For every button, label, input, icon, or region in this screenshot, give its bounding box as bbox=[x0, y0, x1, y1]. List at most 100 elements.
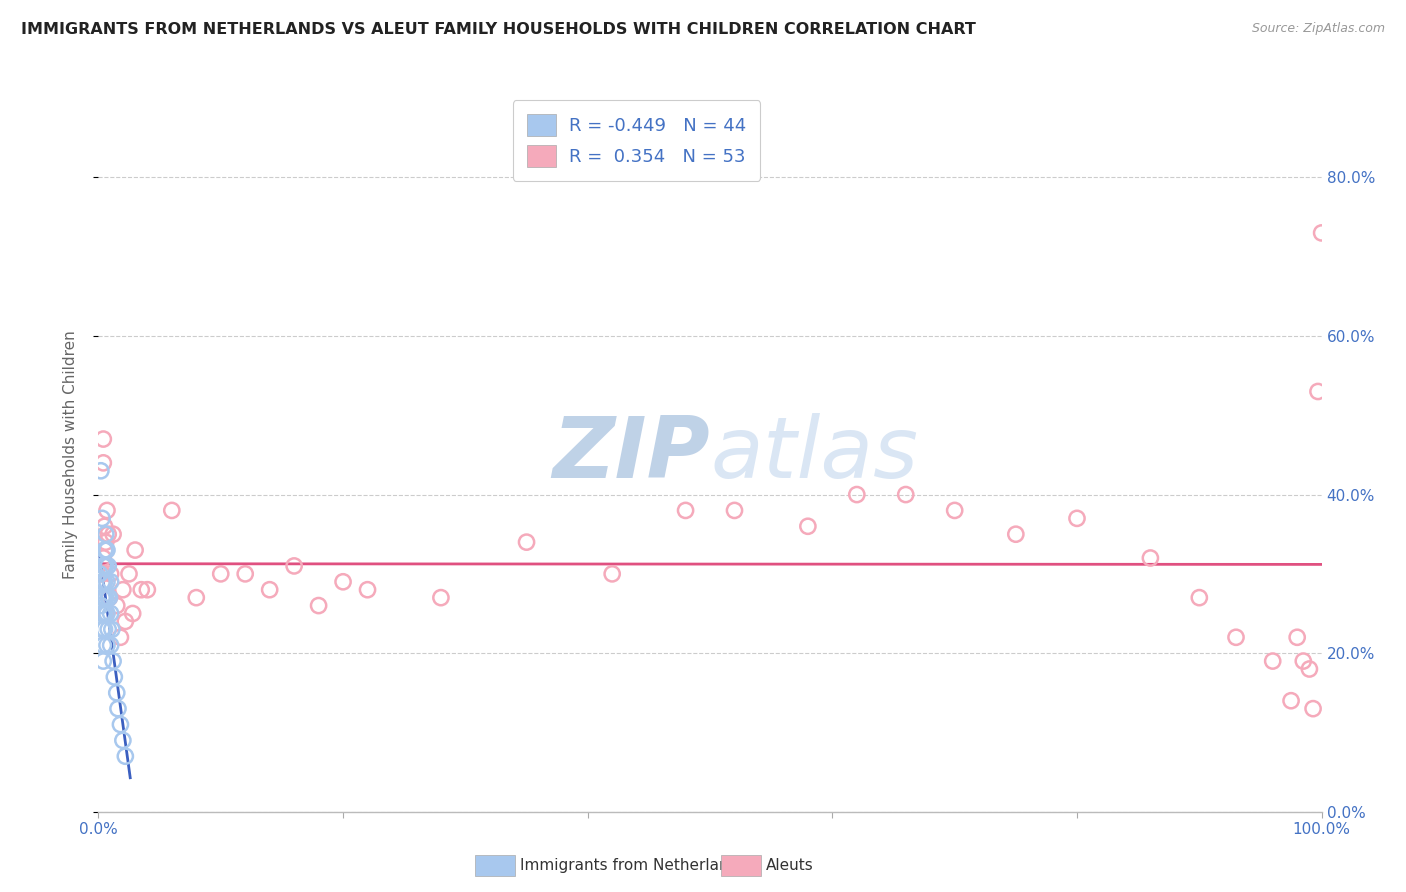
Point bbox=[107, 701, 129, 715]
Point bbox=[91, 607, 114, 621]
Point bbox=[101, 623, 124, 637]
Point bbox=[283, 558, 305, 573]
Point bbox=[797, 519, 820, 533]
Point bbox=[1261, 654, 1284, 668]
Point bbox=[111, 582, 134, 597]
Point bbox=[91, 607, 114, 621]
Text: Source: ZipAtlas.com: Source: ZipAtlas.com bbox=[1251, 22, 1385, 36]
Point bbox=[160, 503, 183, 517]
Point bbox=[845, 487, 868, 501]
Point bbox=[93, 623, 115, 637]
Y-axis label: Family Households with Children: Family Households with Children bbox=[63, 331, 77, 579]
Legend: R = -0.449   N = 44, R =  0.354   N = 53: R = -0.449 N = 44, R = 0.354 N = 53 bbox=[513, 100, 761, 181]
Point bbox=[110, 717, 132, 731]
Text: IMMIGRANTS FROM NETHERLANDS VS ALEUT FAMILY HOUSEHOLDS WITH CHILDREN CORRELATION: IMMIGRANTS FROM NETHERLANDS VS ALEUT FAM… bbox=[21, 22, 976, 37]
Point bbox=[91, 591, 114, 605]
Point bbox=[90, 464, 112, 478]
Point bbox=[91, 566, 114, 581]
Point bbox=[430, 591, 453, 605]
Point bbox=[111, 733, 134, 747]
Point bbox=[186, 591, 208, 605]
Point bbox=[308, 599, 330, 613]
Point bbox=[93, 607, 115, 621]
Point bbox=[90, 599, 112, 613]
Point bbox=[91, 574, 114, 589]
Point bbox=[1188, 591, 1211, 605]
Point bbox=[1306, 384, 1329, 399]
Point bbox=[118, 566, 141, 581]
Point bbox=[98, 591, 121, 605]
Point bbox=[1066, 511, 1088, 525]
Point bbox=[121, 607, 143, 621]
Point bbox=[600, 566, 623, 581]
Point bbox=[96, 543, 118, 558]
Point bbox=[1004, 527, 1026, 541]
Point bbox=[97, 558, 120, 573]
Point bbox=[97, 623, 120, 637]
Point bbox=[96, 638, 118, 652]
Point bbox=[1298, 662, 1320, 676]
Point bbox=[96, 503, 118, 517]
Point bbox=[675, 503, 697, 517]
Text: ZIP: ZIP bbox=[553, 413, 710, 497]
Point bbox=[98, 591, 121, 605]
Point bbox=[91, 511, 114, 525]
Point bbox=[96, 574, 118, 589]
Point bbox=[101, 527, 124, 541]
Point bbox=[110, 630, 132, 644]
Point bbox=[94, 591, 117, 605]
Point bbox=[91, 551, 114, 566]
Point bbox=[94, 527, 117, 541]
Point bbox=[91, 456, 114, 470]
Point bbox=[94, 558, 117, 573]
Point bbox=[96, 607, 118, 621]
Point bbox=[114, 615, 136, 629]
Point bbox=[94, 607, 117, 621]
Point bbox=[101, 654, 124, 668]
Point bbox=[515, 535, 537, 549]
Text: Aleuts: Aleuts bbox=[766, 858, 814, 872]
Point bbox=[209, 566, 232, 581]
Point bbox=[91, 654, 114, 668]
Point bbox=[100, 638, 122, 652]
Point bbox=[943, 503, 966, 517]
Point bbox=[1225, 630, 1247, 644]
Point bbox=[91, 558, 114, 573]
Point bbox=[91, 574, 114, 589]
Point bbox=[91, 623, 114, 637]
Text: Immigrants from Netherlands: Immigrants from Netherlands bbox=[520, 858, 747, 872]
Point bbox=[332, 574, 354, 589]
Point bbox=[1139, 551, 1161, 566]
Point bbox=[91, 638, 114, 652]
Point bbox=[233, 566, 256, 581]
Point bbox=[105, 599, 128, 613]
Point bbox=[894, 487, 917, 501]
Point bbox=[1292, 654, 1315, 668]
Point bbox=[124, 543, 146, 558]
Point bbox=[100, 574, 122, 589]
Point bbox=[114, 749, 136, 764]
Point bbox=[105, 686, 128, 700]
Point bbox=[129, 582, 152, 597]
Point bbox=[1279, 694, 1302, 708]
Point bbox=[103, 670, 125, 684]
Point bbox=[94, 543, 117, 558]
Point bbox=[97, 591, 120, 605]
Point bbox=[91, 623, 114, 637]
Point bbox=[93, 591, 115, 605]
Point bbox=[100, 607, 122, 621]
Point bbox=[93, 519, 115, 533]
Point bbox=[94, 535, 117, 549]
Point bbox=[1286, 630, 1309, 644]
Point bbox=[136, 582, 159, 597]
Point bbox=[97, 527, 120, 541]
Point bbox=[1310, 226, 1333, 240]
Point bbox=[93, 574, 115, 589]
Point bbox=[93, 543, 115, 558]
Point bbox=[100, 566, 122, 581]
Text: atlas: atlas bbox=[710, 413, 918, 497]
Point bbox=[723, 503, 745, 517]
Point bbox=[259, 582, 281, 597]
Point bbox=[91, 591, 114, 605]
Point bbox=[93, 558, 115, 573]
